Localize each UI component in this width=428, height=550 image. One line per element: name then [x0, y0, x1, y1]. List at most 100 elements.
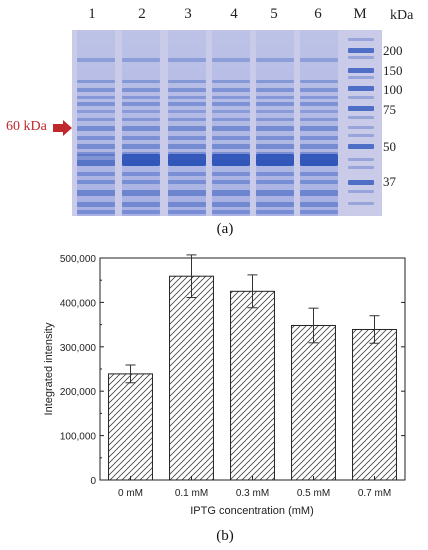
gel-band	[168, 172, 206, 176]
marker-band-faint	[348, 158, 374, 161]
x-tick-label: 0 mM	[118, 488, 143, 499]
gel-band	[77, 160, 115, 166]
x-tick-label: 0.7 mM	[358, 488, 391, 499]
gel-band	[168, 118, 206, 121]
bar-chart: 0 100,000 200,000 300,000 400,000 500,000 0 m…	[43, 254, 406, 517]
gel-band	[168, 126, 206, 131]
gel-band	[122, 118, 160, 121]
marker-band-2	[348, 68, 374, 73]
gel-band	[122, 172, 160, 176]
gel-band	[256, 202, 294, 207]
gel-band	[212, 58, 250, 62]
marker-100: 100	[383, 82, 403, 97]
x-tick-label: 0.1 mM	[175, 488, 208, 499]
y-tick-label: 100,000	[60, 432, 97, 443]
marker-band-faint	[348, 116, 374, 119]
panel-label-a: (a)	[216, 221, 234, 237]
gel-band	[256, 144, 294, 149]
bar-2	[230, 290, 275, 481]
gel-band	[256, 118, 294, 121]
marker-band-faint	[348, 56, 374, 59]
gel-band	[212, 118, 250, 121]
gel-band	[212, 136, 250, 140]
x-axis: 0 mM 0.1 mM 0.3 mM 0.5 mM 0.7 mM	[118, 476, 391, 499]
gel-band	[300, 144, 338, 149]
gel-band	[300, 126, 338, 131]
gel-band	[168, 58, 206, 62]
gel-band	[122, 180, 160, 184]
gel-band-target	[168, 154, 206, 166]
marker-200: 200	[383, 43, 403, 58]
gel-band	[168, 80, 206, 83]
gel-band	[77, 96, 115, 99]
gel-band	[212, 180, 250, 184]
gel-band	[212, 210, 250, 214]
marker-band-5	[348, 144, 374, 149]
bars	[108, 254, 397, 481]
marker-band-faint	[348, 202, 374, 205]
marker-band-faint	[348, 166, 374, 169]
gel-band	[300, 88, 338, 92]
gel-band	[212, 96, 250, 99]
y-tick-label: 200,000	[60, 387, 97, 398]
bar-4	[352, 328, 397, 481]
gel-lane-1	[77, 30, 115, 216]
gel-band	[77, 172, 115, 176]
marker-50: 50	[383, 139, 396, 154]
gel-band	[122, 190, 160, 196]
x-tick-label: 0.3 mM	[236, 488, 269, 499]
lane-label-3: 3	[184, 6, 192, 22]
bar-1	[169, 275, 214, 481]
gel-band	[77, 88, 115, 92]
gel-band	[300, 172, 338, 176]
marker-75: 75	[383, 102, 396, 117]
gel-band	[256, 190, 294, 196]
gel-band	[168, 110, 206, 113]
gel-band	[168, 144, 206, 149]
gel-band	[77, 210, 115, 214]
gel-band	[122, 144, 160, 149]
gel-band	[122, 58, 160, 62]
gel-lane-4	[212, 30, 250, 216]
marker-band-4	[348, 106, 374, 111]
gel-band	[212, 172, 250, 176]
gel-band	[168, 202, 206, 207]
gel-band-target	[300, 154, 338, 166]
red-arrow-icon	[53, 120, 72, 136]
marker-band-3	[348, 86, 374, 91]
gel-band	[168, 136, 206, 140]
gel-band	[256, 172, 294, 176]
marker-band-6	[348, 180, 374, 185]
lane-label-1: 1	[88, 6, 96, 22]
gel-band	[77, 80, 115, 83]
marker-37: 37	[383, 174, 396, 189]
gel-lane-5	[256, 30, 294, 216]
gel-band	[122, 210, 160, 214]
kda-unit-label: kDa	[390, 8, 414, 23]
lane-label-marker: M	[353, 6, 367, 22]
marker-band-1	[348, 48, 374, 53]
marker-band-faint	[348, 38, 374, 41]
gel-band	[212, 202, 250, 207]
gel-lane-3	[168, 30, 206, 216]
gel-band	[300, 80, 338, 83]
gel-band-target	[122, 154, 160, 166]
gel-band	[212, 110, 250, 113]
y-axis-title: Integrated intensity	[43, 322, 55, 415]
marker-150: 150	[383, 63, 403, 78]
x-axis-title: IPTG concentration (mM)	[190, 505, 313, 517]
gel-band	[168, 190, 206, 196]
gel-band	[77, 110, 115, 113]
lane-label-4: 4	[230, 6, 238, 22]
gel-band	[77, 190, 115, 196]
lane-label-5: 5	[270, 6, 278, 22]
gel-band	[77, 118, 115, 121]
gel-band	[300, 58, 338, 62]
gel-band	[122, 110, 160, 113]
gel-band	[300, 118, 338, 121]
gel-band	[256, 126, 294, 131]
lane-label-6: 6	[314, 6, 322, 22]
gel-band	[300, 102, 338, 106]
gel-band	[168, 96, 206, 99]
gel-band	[212, 102, 250, 106]
